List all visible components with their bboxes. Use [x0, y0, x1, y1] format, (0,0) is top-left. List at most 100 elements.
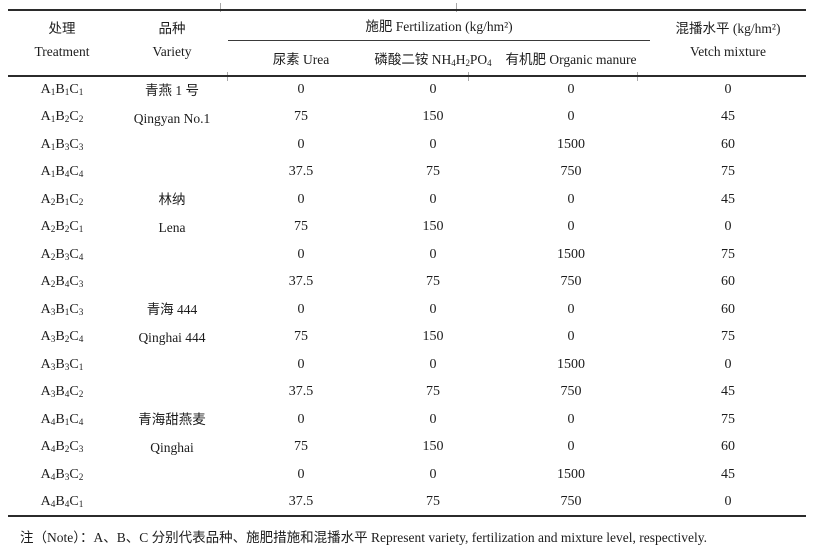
variety-name-zh: 青海甜燕麦: [138, 412, 206, 427]
table-row: A3B3C1 0 0 1500 0: [8, 351, 806, 379]
dap-value-cell: 150: [422, 109, 444, 125]
dap-value-cell: 0: [429, 356, 437, 372]
variety-header-cell: 品种 Variety: [116, 10, 228, 76]
treatment-code-cell: A1B4C4: [40, 164, 84, 180]
vetch-value-cell: 75: [721, 329, 735, 345]
vetch-value-cell: 0: [724, 493, 732, 509]
urea-value-cell: 0: [297, 466, 305, 482]
table-footnote: 注（Note）：A、B、C 分别代表品种、施肥措施和混播水平 Represent…: [20, 530, 707, 545]
treatment-code-cell: A2B4C3: [40, 274, 84, 290]
dap-value-cell: 0: [429, 411, 437, 427]
organic-value-cell: 1500: [557, 466, 585, 482]
fertilization-group-header: 施肥 Fertilization (kg/hm²): [228, 10, 650, 41]
treatment-code-cell: A1B3C3: [40, 136, 84, 152]
treatment-code-cell: A2B3C4: [40, 246, 84, 262]
urea-value-cell: 37.5: [288, 493, 314, 509]
scan-artifact-tick: [468, 72, 469, 81]
table-row: A4B1C4 青海甜燕麦 Qinghai 0 0 0 75: [8, 406, 806, 455]
urea-value-cell: 0: [297, 246, 305, 262]
table-body: A1B1C1 青燕 1 号 Qingyan No.1 0 0 0 0 A1B2C…: [8, 76, 806, 516]
vetch-value-cell: 45: [721, 384, 735, 400]
organic-value-cell: 0: [567, 439, 575, 455]
vetch-value-cell: 45: [721, 191, 735, 207]
urea-value-cell: 75: [294, 329, 308, 345]
treatment-code-cell: A3B3C1: [40, 356, 84, 372]
organic-value-cell: 0: [567, 82, 575, 98]
treatment-code-cell: A4B3C2: [40, 466, 84, 482]
dap-value-cell: 150: [422, 439, 444, 455]
vetch-value-cell: 75: [721, 246, 735, 262]
vetch-value-cell: 75: [721, 164, 735, 180]
variety-name-zh: 林纳: [158, 192, 186, 207]
treatment-code-cell: A4B1C4: [40, 411, 84, 427]
urea-value-cell: 75: [294, 109, 308, 125]
vetch-value-cell: 0: [724, 82, 732, 98]
vetch-value-cell: 45: [721, 109, 735, 125]
treatment-code-cell: A1B1C1: [40, 82, 84, 98]
dap-value-cell: 0: [429, 191, 437, 207]
vetch-value-cell: 60: [721, 136, 735, 152]
scan-artifact-tick: [637, 72, 638, 81]
urea-value-cell: 37.5: [288, 274, 314, 290]
vetch-value-cell: 45: [721, 466, 735, 482]
dap-value-cell: 0: [429, 301, 437, 317]
treatment-code-cell: A2B1C2: [40, 191, 84, 207]
urea-value-cell: 37.5: [288, 164, 314, 180]
table-row: A3B4C2 37.5 75 750 45: [8, 379, 806, 407]
table-header: 处理 Treatment 品种 Variety 施肥 Fertilization…: [8, 10, 806, 76]
table-row: A4B4C1 37.5 75 750 0: [8, 489, 806, 517]
organic-value-cell: 0: [567, 219, 575, 235]
variety-group-cell: 青燕 1 号 Qingyan No.1: [116, 76, 228, 186]
table-row: A2B2C1 75 150 0 0: [8, 214, 806, 242]
treatment-code-cell: A4B2C3: [40, 439, 84, 455]
vetch-header-en: Vetch mixture: [689, 44, 767, 59]
dap-value-cell: 75: [426, 493, 440, 509]
table-row: A1B1C1 青燕 1 号 Qingyan No.1 0 0 0 0: [8, 76, 806, 125]
treatment-code-cell: A2B2C1: [40, 219, 84, 235]
dap-value-cell: 0: [429, 246, 437, 262]
urea-value-cell: 75: [294, 439, 308, 455]
dap-value-cell: 0: [429, 136, 437, 152]
dap-value-cell: 150: [422, 329, 444, 345]
table-row: A2B3C4 0 0 1500 75: [8, 241, 806, 269]
vetch-header-zh: 混播水平 (kg/hm²): [675, 21, 781, 36]
organic-value-cell: 1500: [557, 136, 585, 152]
vetch-value-cell: 60: [721, 439, 735, 455]
organic-value-cell: 750: [560, 274, 582, 290]
table-row: A4B3C2 0 0 1500 45: [8, 461, 806, 489]
urea-value-cell: 0: [297, 301, 305, 317]
scan-artifact-tick: [227, 72, 228, 81]
urea-value-cell: 0: [297, 191, 305, 207]
dap-value-cell: 75: [426, 274, 440, 290]
organic-value-cell: 1500: [557, 246, 585, 262]
treatment-header-zh: 处理: [48, 21, 76, 36]
dap-value-cell: 75: [426, 384, 440, 400]
variety-name-zh: 青海 444: [146, 302, 198, 317]
treatment-code-cell: A3B1C3: [40, 301, 84, 317]
variety-name-en: Lena: [158, 219, 186, 235]
vetch-header-cell: 混播水平 (kg/hm²) Vetch mixture: [650, 10, 806, 76]
treatment-code-cell: A3B4C2: [40, 384, 84, 400]
vetch-value-cell: 0: [724, 219, 732, 235]
table-row: A4B2C3 75 150 0 60: [8, 434, 806, 462]
table-row: A1B3C3 0 0 1500 60: [8, 131, 806, 159]
vetch-value-cell: 60: [721, 274, 735, 290]
urea-value-cell: 0: [297, 411, 305, 427]
table-row: A3B1C3 青海 444 Qinghai 444 0 0 0 60: [8, 296, 806, 345]
dap-value-cell: 150: [422, 219, 444, 235]
vetch-value-cell: 60: [721, 301, 735, 317]
variety-name-en: Qinghai: [150, 439, 194, 455]
table-row: A2B1C2 林纳 Lena 0 0 0 45: [8, 186, 806, 235]
scan-artifact-tick: [220, 3, 221, 12]
treatment-header-en: Treatment: [34, 44, 90, 59]
urea-value-cell: 0: [297, 136, 305, 152]
scan-artifact-tick: [456, 3, 457, 12]
organic-value-cell: 750: [560, 493, 582, 509]
treatment-code-cell: A3B2C4: [40, 329, 84, 345]
treatment-code-cell: A4B4C1: [40, 493, 84, 509]
dap-value-cell: 0: [429, 466, 437, 482]
table-row: A3B2C4 75 150 0 75: [8, 324, 806, 352]
dap-subheader: 磷酸二铵 NH4H2PO4: [374, 51, 492, 68]
variety-header-en: Variety: [152, 44, 192, 59]
